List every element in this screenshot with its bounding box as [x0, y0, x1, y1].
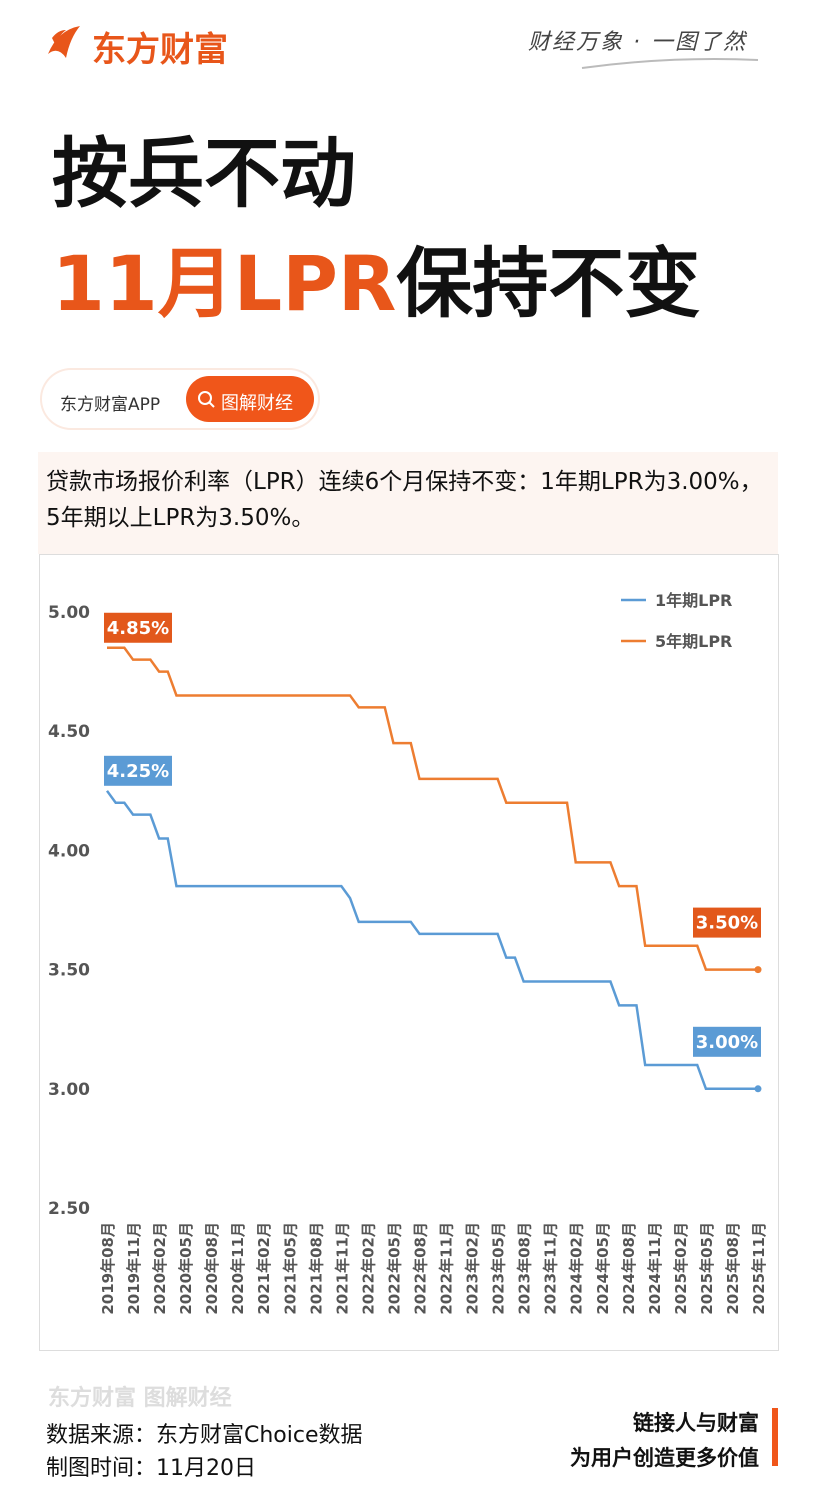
value-label: 4.85% — [104, 612, 172, 643]
x-tick-label: 2025年05月 — [698, 1222, 716, 1315]
x-tick-label: 2020年08月 — [203, 1222, 221, 1315]
value-label: 3.00% — [693, 1026, 761, 1057]
title-rest: 保持不变 — [396, 239, 701, 328]
x-tick-label: 2019年11月 — [125, 1222, 143, 1315]
end-point — [754, 1085, 762, 1093]
x-tick-label: 2022年11月 — [438, 1222, 456, 1315]
x-tick-label: 2021年08月 — [307, 1222, 325, 1315]
value-label-bg — [693, 1026, 761, 1057]
value-label: 3.50% — [693, 907, 761, 938]
x-tick-label: 2025年11月 — [750, 1222, 768, 1315]
x-tick-label: 2023年08月 — [516, 1222, 534, 1315]
x-tick-label: 2022年02月 — [359, 1222, 377, 1315]
x-tick-label: 2022年08月 — [411, 1222, 429, 1315]
line — [107, 646, 758, 971]
line — [105, 790, 758, 1091]
x-tick-label: 2023年11月 — [542, 1222, 560, 1315]
value-label-text: 4.85% — [107, 618, 169, 639]
title-line2: 11月LPR保持不变 — [52, 222, 700, 332]
motto-line2: 为用户创造更多价值 — [570, 1446, 759, 1470]
x-tick-label: 2022年05月 — [385, 1222, 403, 1315]
x-tick-label: 2020年05月 — [177, 1222, 195, 1315]
value-label-bg — [104, 612, 172, 643]
y-tick-label: 2.50 — [48, 1199, 90, 1219]
y-tick-label: 4.50 — [48, 722, 90, 742]
motto-bar — [772, 1408, 778, 1466]
date: 制图时间：11月20日 — [46, 1456, 256, 1481]
x-tick-label: 2020年11月 — [229, 1222, 247, 1315]
x-tick-label: 2021年05月 — [281, 1222, 299, 1315]
y-tick-label: 4.00 — [48, 841, 90, 861]
y-tick-label: 3.50 — [48, 961, 90, 981]
x-tick-label: 2021年11月 — [333, 1222, 351, 1315]
summary: 贷款市场报价利率（LPR）连续6个月保持不变：1年期LPR为3.00%，5年期以… — [46, 469, 763, 531]
value-label-text: 3.00% — [696, 1032, 758, 1053]
legend-label: 1年期LPR — [655, 591, 732, 610]
watermark: 东方财富 图解财经 — [48, 1386, 232, 1411]
x-tick-label: 2024年05月 — [594, 1222, 612, 1315]
x-tick-label: 2020年02月 — [151, 1222, 169, 1315]
y-tick-label: 3.00 — [48, 1080, 90, 1100]
title-line1: 按兵不动 — [52, 129, 356, 218]
slogan-swoosh — [581, 58, 759, 69]
x-tick-label: 2025年08月 — [724, 1222, 742, 1315]
source: 数据来源：东方财富Choice数据 — [46, 1423, 363, 1448]
value-label-text: 4.25% — [107, 761, 169, 782]
value-label: 4.25% — [104, 755, 172, 786]
x-tick-label: 2019年08月 — [99, 1222, 117, 1315]
x-tick-label: 2023年02月 — [464, 1222, 482, 1315]
tag-button: 图解财经 — [221, 393, 293, 414]
x-tick-label: 2023年05月 — [490, 1222, 508, 1315]
end-point — [754, 966, 762, 974]
slogan: 财经万象 · 一图了然 — [528, 30, 747, 55]
x-tick-label: 2025年02月 — [672, 1222, 690, 1315]
value-label-bg — [104, 755, 172, 786]
y-tick-label: 5.00 — [48, 603, 90, 623]
brand: 东方财富 — [92, 30, 228, 70]
legend-label: 5年期LPR — [655, 632, 732, 651]
search-icon — [198, 391, 215, 408]
x-tick-label: 2024年11月 — [646, 1222, 664, 1315]
logo-icon — [48, 26, 80, 58]
chart: 2.50 3.00 3.50 4.00 4.50 5.00 2019年08月 2019年11月… — [39, 554, 779, 1351]
value-label-text: 3.50% — [696, 913, 758, 934]
tag-button-bg — [186, 376, 314, 422]
title-highlight: 11月LPR — [52, 239, 397, 328]
x-tick-label: 2021年02月 — [255, 1222, 273, 1315]
value-label-bg — [693, 907, 761, 938]
x-tick-label: 2024年02月 — [568, 1222, 586, 1315]
motto-line1: 链接人与财富 — [633, 1411, 759, 1435]
summary-bg — [38, 452, 778, 554]
tag-app: 东方财富APP — [60, 395, 161, 415]
x-tick-label: 2024年08月 — [620, 1222, 638, 1315]
